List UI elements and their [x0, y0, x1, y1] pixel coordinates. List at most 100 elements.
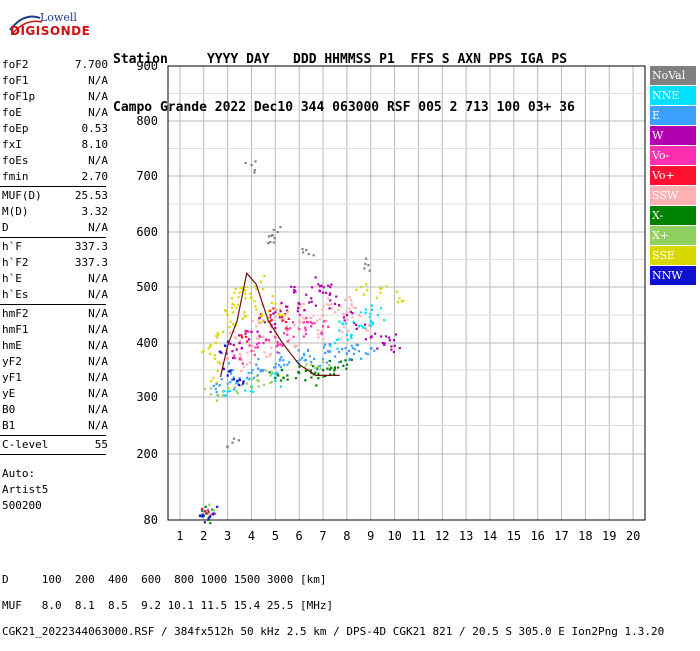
- data-point: [336, 347, 339, 350]
- data-point: [218, 384, 221, 387]
- autoscale-info: Auto:: [2, 467, 36, 480]
- data-point: [322, 325, 325, 328]
- data-point: [209, 387, 212, 390]
- header-label: S: [441, 52, 450, 67]
- data-point: [237, 439, 240, 442]
- data-point: [274, 326, 277, 330]
- data-point: [262, 288, 265, 291]
- data-point: [260, 312, 264, 315]
- data-point: [374, 332, 377, 335]
- data-point: [281, 368, 284, 371]
- param-row: C-level 55: [0, 437, 112, 453]
- data-point: [205, 512, 208, 515]
- param-value: N/A: [88, 387, 108, 400]
- data-point: [250, 164, 253, 167]
- data-point: [280, 314, 283, 317]
- param-name: foEs: [2, 154, 29, 167]
- data-point: [224, 310, 227, 313]
- data-point: [269, 330, 272, 333]
- data-point: [297, 301, 300, 305]
- data-point: [270, 301, 273, 304]
- data-point: [345, 311, 349, 314]
- data-point: [293, 323, 296, 327]
- data-point: [301, 317, 304, 320]
- data-point: [244, 292, 247, 295]
- data-point: [232, 376, 235, 379]
- data-point: [306, 349, 310, 353]
- data-point: [267, 310, 271, 313]
- data-point: [229, 342, 232, 346]
- data-point: [369, 324, 372, 327]
- data-point: [285, 320, 288, 324]
- data-point: [274, 336, 277, 339]
- data-point: [245, 286, 248, 289]
- data-point: [247, 378, 250, 381]
- data-point: [280, 301, 283, 305]
- param-name: foF1p: [2, 90, 36, 103]
- data-point: [296, 310, 299, 313]
- param-row: hmE N/A: [0, 338, 112, 354]
- data-point: [262, 342, 265, 345]
- param-name: yE: [2, 387, 16, 400]
- data-point: [298, 313, 302, 317]
- data-point: [317, 336, 320, 339]
- data-point: [234, 288, 237, 291]
- data-point: [251, 387, 254, 390]
- data-point: [267, 320, 270, 324]
- data-point: [209, 344, 212, 347]
- data-point: [393, 344, 396, 347]
- data-point: [257, 357, 260, 361]
- data-point: [271, 372, 274, 375]
- data-point: [236, 379, 239, 382]
- data-point: [231, 441, 234, 444]
- data-point: [245, 363, 248, 366]
- data-point: [326, 350, 329, 353]
- data-point: [379, 291, 382, 294]
- data-point: [267, 338, 271, 342]
- header-value: RSF: [386, 100, 411, 115]
- data-point: [327, 325, 330, 328]
- data-point: [333, 355, 337, 358]
- data-point: [281, 319, 284, 322]
- data-point: [286, 333, 289, 336]
- data-point: [202, 514, 205, 517]
- data-point: [290, 285, 293, 288]
- data-point: [269, 326, 272, 329]
- data-point: [255, 308, 258, 311]
- data-point: [380, 287, 383, 290]
- logo-line1: Lowell: [40, 11, 77, 24]
- data-point: [204, 510, 207, 513]
- data-point: [269, 381, 272, 385]
- data-point: [267, 235, 271, 238]
- data-point: [223, 344, 227, 347]
- param-value: N/A: [88, 74, 108, 87]
- data-point: [220, 378, 223, 381]
- data-point: [325, 303, 328, 306]
- data-point: [312, 254, 315, 257]
- y-tick-label: 300: [136, 390, 158, 404]
- data-point: [338, 320, 341, 323]
- data-point: [214, 387, 217, 391]
- header-value: 03+: [527, 100, 552, 115]
- data-point: [294, 377, 298, 380]
- data-point: [240, 286, 243, 289]
- data-point: [279, 365, 282, 369]
- data-point: [304, 358, 307, 362]
- data-point: [257, 337, 260, 340]
- data-point: [344, 359, 347, 362]
- data-point: [242, 365, 245, 368]
- data-point: [360, 286, 363, 289]
- data-point: [274, 302, 277, 305]
- data-point: [257, 322, 261, 325]
- data-point: [231, 323, 234, 326]
- data-point: [227, 362, 231, 365]
- data-point: [203, 521, 206, 524]
- data-point: [350, 302, 353, 305]
- data-point: [257, 341, 261, 345]
- data-point: [366, 329, 370, 332]
- data-point: [324, 351, 327, 355]
- data-point: [285, 329, 289, 332]
- data-point: [262, 319, 265, 322]
- header-value: 063000: [332, 100, 380, 115]
- data-point: [376, 314, 380, 317]
